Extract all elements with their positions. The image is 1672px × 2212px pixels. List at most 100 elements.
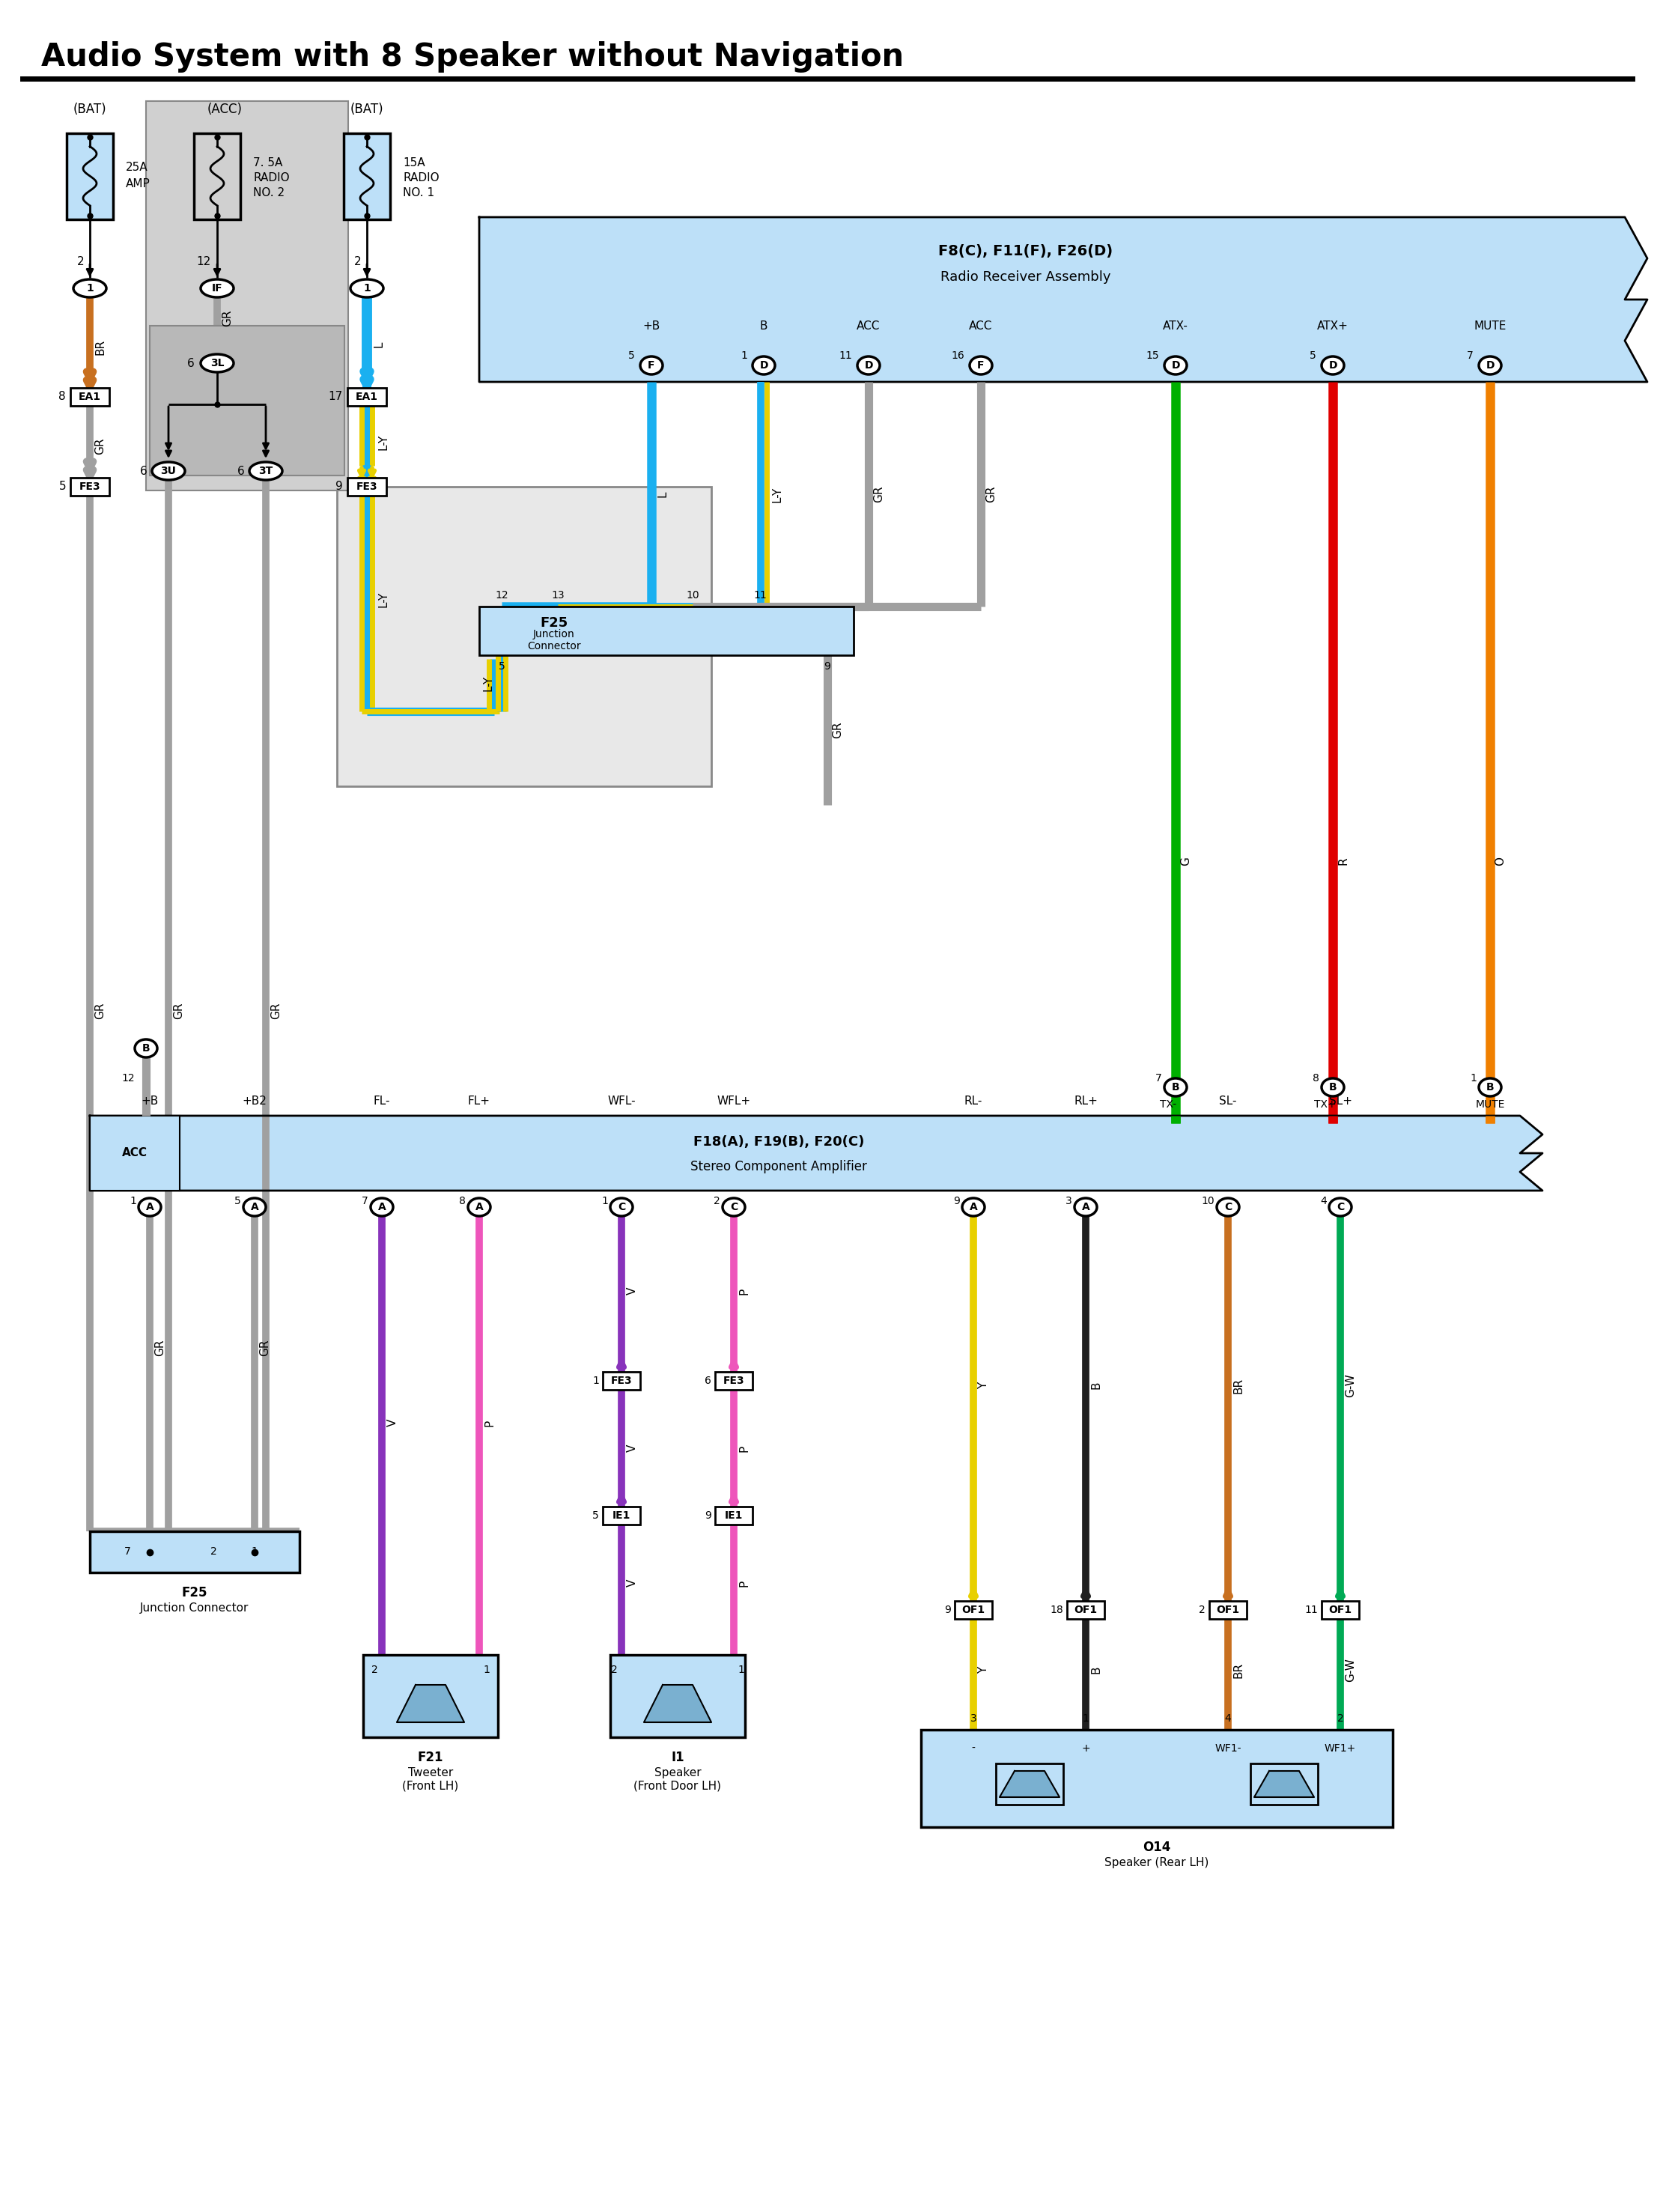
Text: 1: 1: [741, 349, 747, 361]
Text: 5: 5: [1309, 349, 1316, 361]
Bar: [348, 478, 386, 495]
Text: D: D: [1329, 361, 1338, 372]
Text: 1: 1: [483, 1666, 490, 1674]
Text: NO. 2: NO. 2: [252, 186, 284, 199]
Text: ATX-: ATX-: [1164, 321, 1189, 332]
Ellipse shape: [610, 1199, 632, 1217]
Text: 4: 4: [1321, 1197, 1328, 1206]
Text: OF1: OF1: [961, 1604, 985, 1615]
Ellipse shape: [961, 1199, 985, 1217]
Text: 1: 1: [1470, 1073, 1476, 1084]
Text: V: V: [627, 1444, 637, 1451]
Text: GR: GR: [259, 1340, 271, 1356]
Text: 2: 2: [211, 1546, 217, 1557]
Bar: [90, 1531, 299, 1573]
Text: GR: GR: [174, 1002, 184, 1020]
Text: +B: +B: [642, 321, 660, 332]
Text: Y: Y: [978, 1382, 990, 1389]
Polygon shape: [396, 1686, 465, 1723]
Text: 1: 1: [130, 1197, 137, 1206]
Text: F21: F21: [418, 1750, 443, 1765]
Text: FE3: FE3: [356, 482, 378, 491]
Text: 12: 12: [495, 591, 508, 599]
Ellipse shape: [1164, 356, 1187, 374]
Text: Audio System with 8 Speaker without Navigation: Audio System with 8 Speaker without Navi…: [42, 42, 905, 73]
Text: 4: 4: [1224, 1714, 1231, 1723]
Text: FE3: FE3: [79, 482, 100, 491]
Text: 5: 5: [629, 349, 635, 361]
Ellipse shape: [640, 356, 662, 374]
Ellipse shape: [970, 356, 991, 374]
Text: 7: 7: [124, 1546, 130, 1557]
Text: B: B: [1486, 1082, 1495, 1093]
Bar: [921, 1730, 1393, 1827]
Text: I1: I1: [670, 1750, 684, 1765]
Ellipse shape: [1321, 1077, 1344, 1097]
Text: 2: 2: [77, 257, 84, 268]
Text: AMP: AMP: [125, 177, 150, 188]
Text: OF1: OF1: [1216, 1604, 1239, 1615]
Bar: [90, 1115, 179, 1190]
Text: WF1+: WF1+: [1324, 1743, 1356, 1754]
Ellipse shape: [1075, 1199, 1097, 1217]
Text: F: F: [978, 361, 985, 372]
Bar: [348, 387, 386, 405]
Ellipse shape: [1321, 356, 1344, 374]
Text: 16: 16: [951, 349, 965, 361]
Text: FL+: FL+: [468, 1095, 490, 1106]
Text: V: V: [386, 1418, 398, 1427]
Text: B: B: [142, 1044, 150, 1053]
Text: ACC: ACC: [856, 321, 881, 332]
Ellipse shape: [722, 1199, 746, 1217]
Ellipse shape: [752, 356, 776, 374]
Text: Speaker (Rear LH): Speaker (Rear LH): [1105, 1858, 1209, 1869]
Text: ACC: ACC: [122, 1148, 147, 1159]
Text: F8(C), F11(F), F26(D): F8(C), F11(F), F26(D): [938, 243, 1114, 259]
Text: 6: 6: [237, 465, 244, 476]
Text: 1: 1: [251, 1546, 257, 1557]
Text: WFL+: WFL+: [717, 1095, 751, 1106]
Text: 3: 3: [970, 1714, 976, 1723]
Ellipse shape: [1164, 1077, 1187, 1097]
Bar: [363, 1655, 498, 1736]
Text: C: C: [1336, 1201, 1344, 1212]
Text: C: C: [617, 1201, 625, 1212]
Text: F25: F25: [182, 1586, 207, 1599]
Text: FE3: FE3: [722, 1376, 744, 1387]
Text: B: B: [1329, 1082, 1338, 1093]
Text: 25A: 25A: [125, 161, 149, 173]
Text: 6: 6: [704, 1376, 711, 1387]
Text: 11: 11: [839, 349, 853, 361]
Text: 9: 9: [945, 1604, 951, 1615]
Text: O: O: [1495, 856, 1506, 865]
Text: A: A: [1082, 1201, 1090, 1212]
Text: GR: GR: [154, 1340, 166, 1356]
Text: 5: 5: [498, 661, 505, 672]
Text: RADIO: RADIO: [403, 173, 440, 184]
Text: EA1: EA1: [356, 392, 378, 403]
Text: L-Y: L-Y: [378, 591, 390, 606]
Bar: [716, 1371, 752, 1389]
Bar: [145, 102, 348, 491]
Text: 5: 5: [234, 1197, 241, 1206]
Text: 6: 6: [140, 465, 147, 476]
Text: 2: 2: [1338, 1714, 1344, 1723]
Text: 1: 1: [363, 283, 371, 294]
Text: 8: 8: [460, 1197, 466, 1206]
Text: A: A: [475, 1201, 483, 1212]
Ellipse shape: [858, 356, 879, 374]
Ellipse shape: [1329, 1199, 1351, 1217]
Text: 2: 2: [610, 1666, 617, 1674]
Text: 11: 11: [1304, 1604, 1318, 1615]
Text: 1: 1: [1082, 1714, 1088, 1723]
Text: A: A: [145, 1201, 154, 1212]
Text: +: +: [1082, 1743, 1090, 1754]
Polygon shape: [1000, 1772, 1060, 1796]
Text: GR: GR: [271, 1002, 283, 1020]
Text: Junction
Connector: Junction Connector: [527, 628, 580, 653]
Text: 2: 2: [354, 257, 361, 268]
Text: 18: 18: [1050, 1604, 1063, 1615]
Ellipse shape: [152, 462, 186, 480]
Text: 1: 1: [737, 1666, 744, 1674]
Text: 9: 9: [953, 1197, 960, 1206]
